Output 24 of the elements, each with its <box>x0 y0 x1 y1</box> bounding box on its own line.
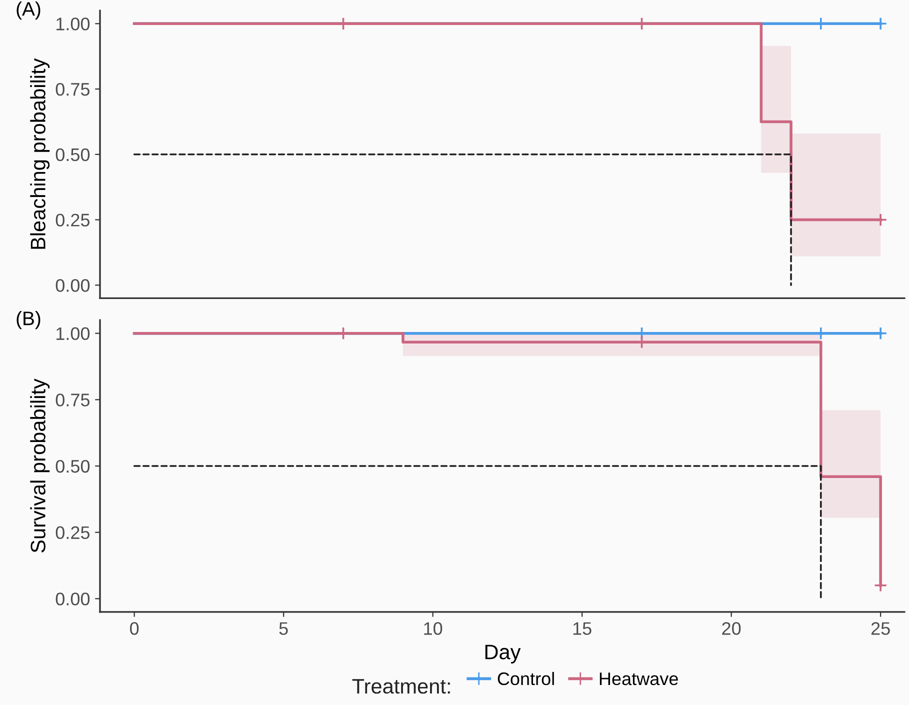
x-tick-label: 10 <box>424 622 442 635</box>
y-tick-label: 0.00 <box>56 592 90 606</box>
x-tick-label: 25 <box>871 622 890 635</box>
y-tick-label: 0.00 <box>56 279 90 292</box>
text: (A) <box>16 2 40 20</box>
text: (B) <box>16 311 40 330</box>
y-tick-label: 0.75 <box>56 394 90 406</box>
x-tick-label: 5 <box>279 622 288 635</box>
y-tick-label: 0.50 <box>56 148 90 162</box>
y-tick-label: 0.25 <box>56 526 90 540</box>
legend-label: Control <box>498 672 554 686</box>
y-tick-label: 0.75 <box>56 82 90 96</box>
x-tick-label: 20 <box>722 622 741 635</box>
y-tick-label: 1.00 <box>56 18 90 30</box>
y-axis-title: Bleaching probability <box>30 58 50 249</box>
x-axis-title: Day <box>485 644 521 664</box>
y-axis-title: Survival probability <box>30 378 50 552</box>
y-tick-label: 1.00 <box>56 327 90 340</box>
x-tick-label: 15 <box>573 622 592 635</box>
y-tick-label: 0.50 <box>56 460 90 473</box>
y-tick-label: 0.25 <box>56 214 90 226</box>
x-tick-label: 0 <box>130 622 139 635</box>
legend-label: Heatwave <box>600 672 678 686</box>
legend-title: Treatment: <box>352 679 450 694</box>
